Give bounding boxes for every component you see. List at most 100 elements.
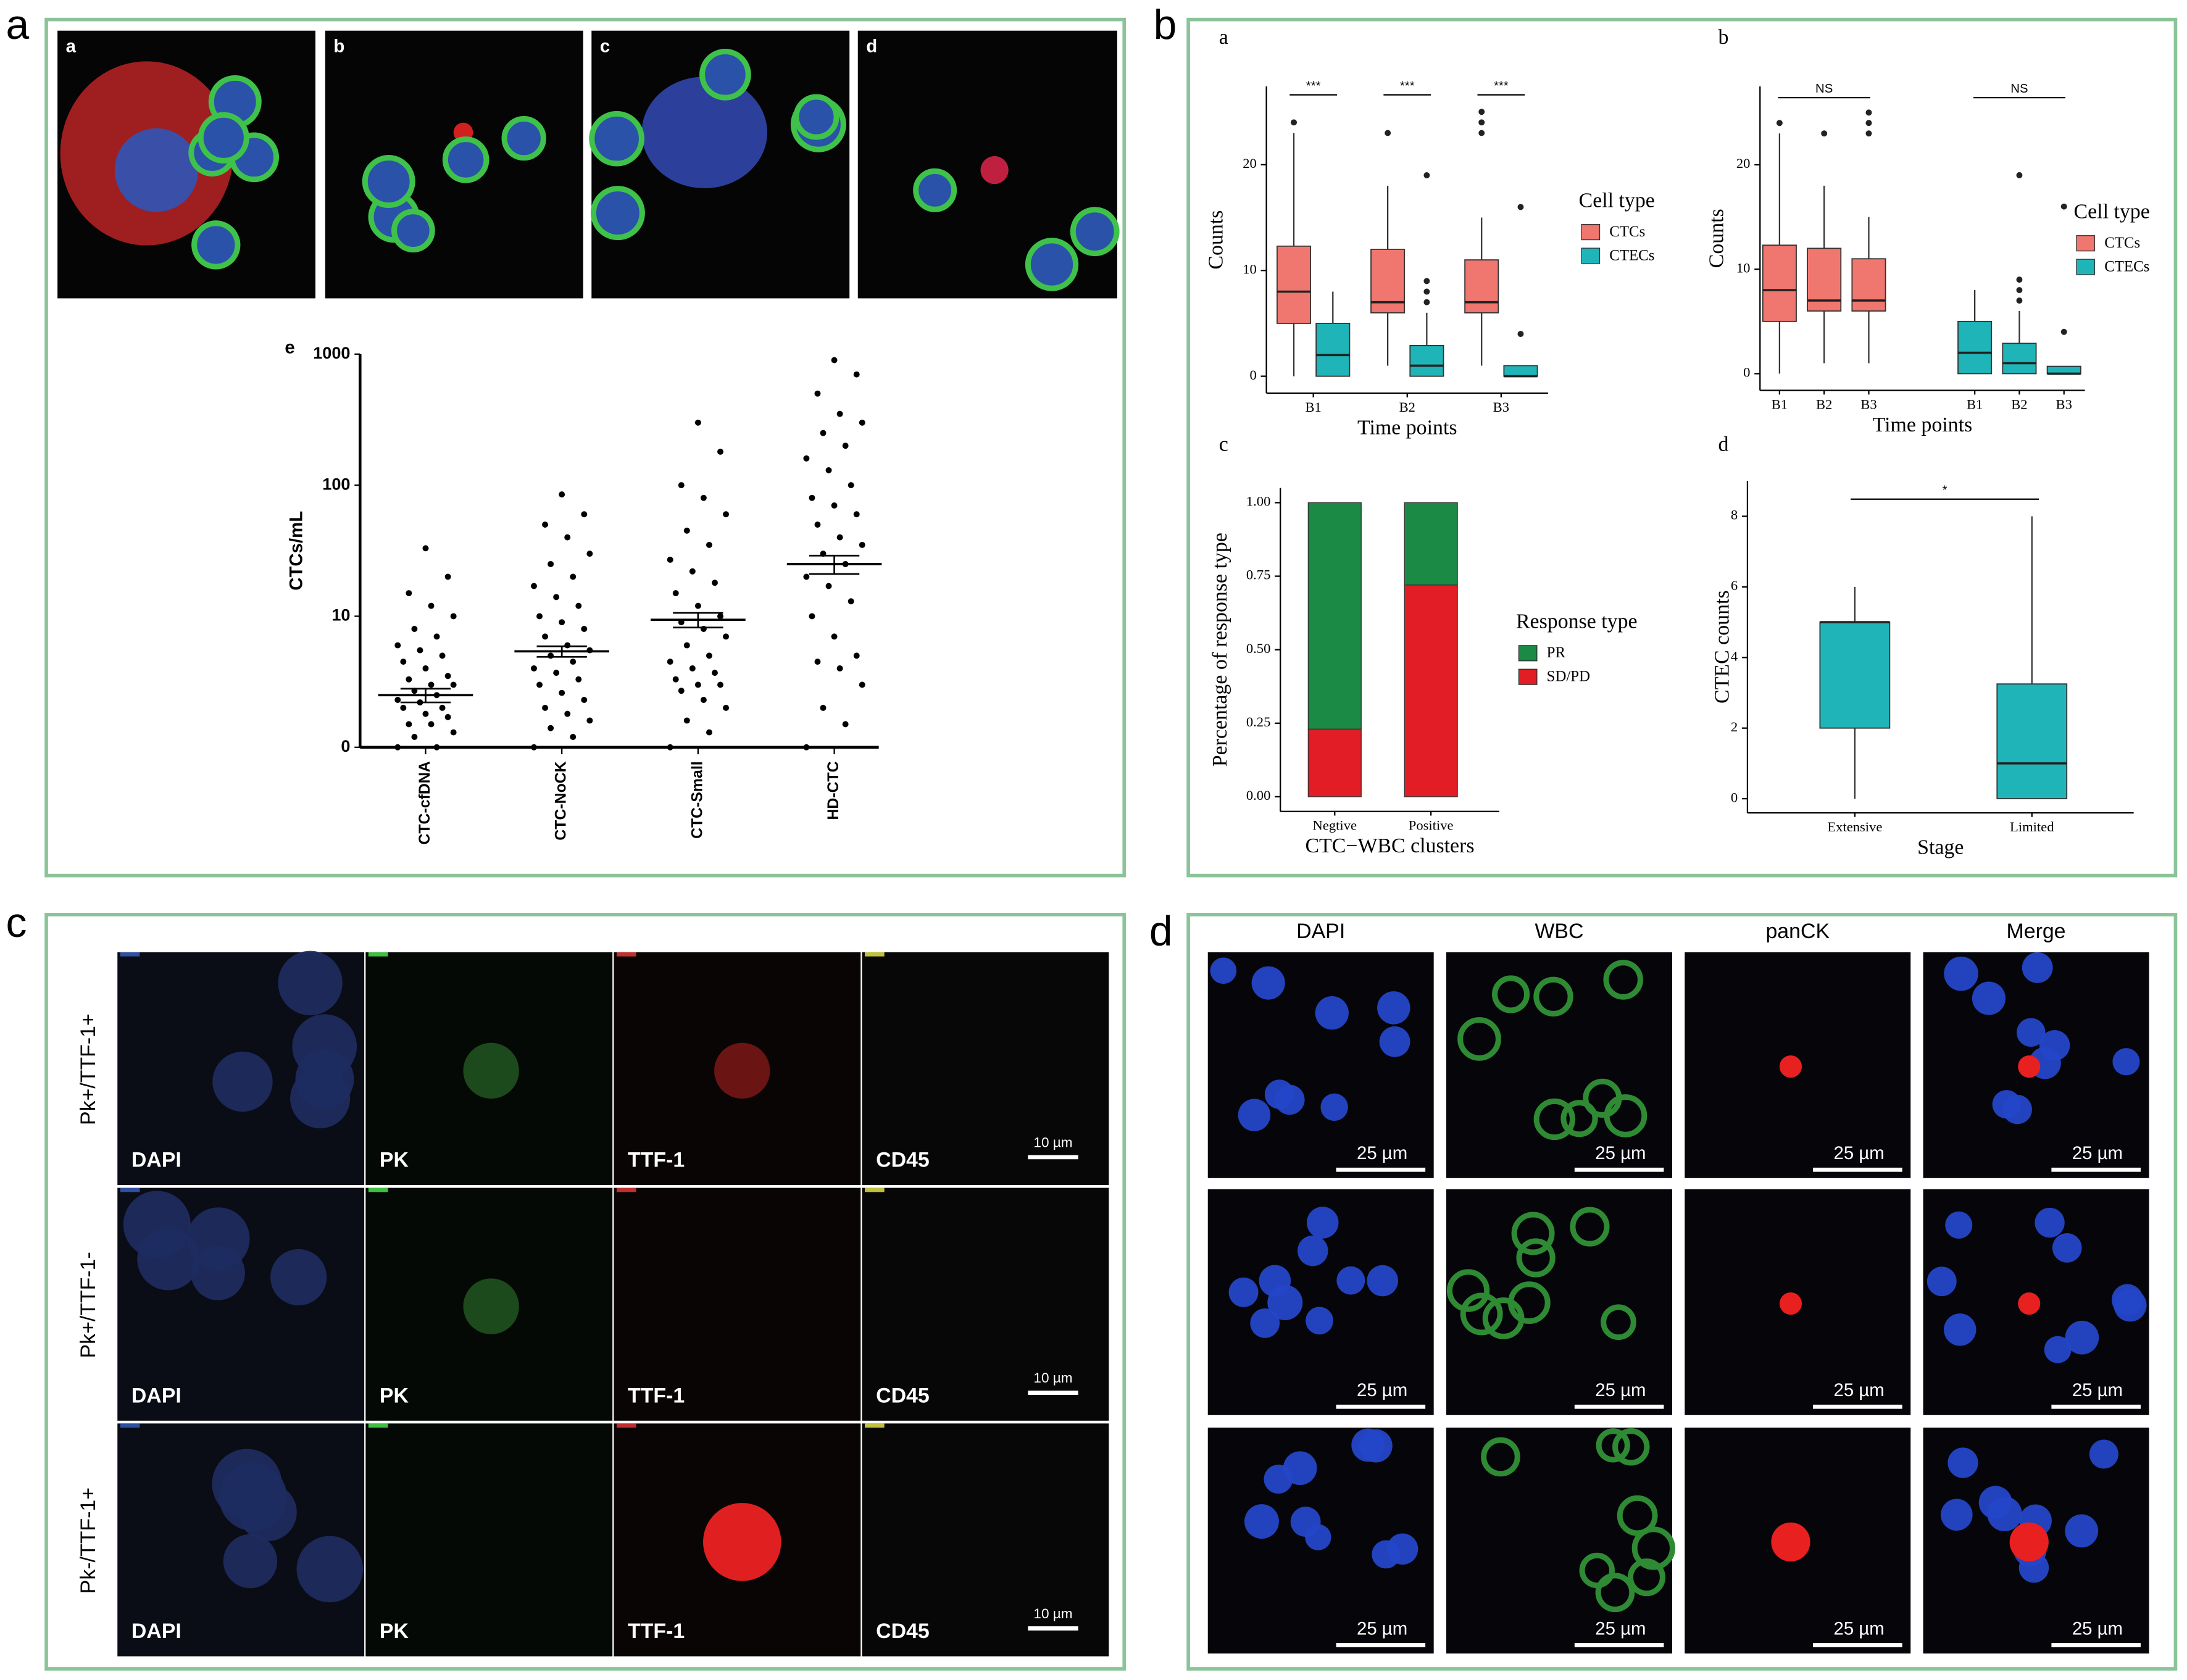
dot (694, 681, 701, 688)
cell (2112, 1284, 2143, 1316)
column-label: WBC (1535, 920, 1583, 943)
cell (980, 156, 1009, 185)
dot (831, 502, 838, 509)
dot (548, 725, 554, 731)
x-tick-label: B1 (1772, 397, 1788, 412)
dot (586, 717, 593, 724)
x-tick-label: Negtive (1313, 818, 1357, 833)
cell (290, 1068, 351, 1129)
cell (1992, 1090, 2021, 1119)
cell (1238, 1099, 1271, 1131)
channel-tag (120, 952, 140, 957)
dot (814, 390, 821, 397)
dot (717, 448, 723, 455)
dot (586, 551, 593, 557)
cell (2022, 952, 2053, 983)
outlier (1517, 331, 1524, 338)
cell (1306, 1307, 1333, 1335)
cell (391, 209, 435, 252)
cell (1305, 1524, 1331, 1550)
dot (394, 697, 401, 703)
dot (553, 594, 560, 601)
column-label: panCK (1765, 920, 1830, 943)
dot (700, 494, 707, 501)
cell (1972, 981, 2006, 1015)
dot (723, 704, 730, 711)
cell (501, 115, 546, 161)
bar-segment (1404, 502, 1458, 586)
cell (714, 1042, 770, 1099)
chart-label: b (1718, 26, 1728, 49)
channel-tag (865, 952, 885, 957)
x-tick-label: B2 (1816, 397, 1832, 412)
cell (1244, 1504, 1279, 1539)
cell (1570, 1207, 1610, 1247)
y-tick-label: 20 (1243, 156, 1257, 171)
cell (1367, 1265, 1399, 1297)
y-tick-label: 10 (1736, 260, 1751, 275)
y-tick-label: 10 (1243, 261, 1257, 277)
dot (848, 598, 854, 605)
dot (717, 681, 723, 688)
x-tick-label: B3 (2056, 397, 2072, 412)
cell (590, 186, 645, 241)
x-tick-label: B3 (1860, 397, 1877, 412)
significance-label: NS (1815, 82, 1833, 96)
x-axis-title: Stage (1917, 836, 1964, 859)
cell (442, 136, 489, 183)
dot (717, 613, 723, 620)
cell (1627, 1558, 1666, 1597)
cell (1533, 976, 1573, 1017)
dot (694, 419, 701, 426)
legend-label: CTECs (2104, 258, 2149, 275)
panel-letter: b (1154, 2, 1177, 48)
cell (1511, 1212, 1555, 1255)
cell (1601, 1304, 1636, 1341)
dot (542, 633, 549, 640)
cell (463, 1042, 519, 1099)
dot (667, 659, 673, 665)
legend-label: CTCs (1609, 223, 1645, 240)
dot (678, 688, 685, 694)
channel-label: CD45 (876, 1149, 930, 1172)
cell (1533, 1098, 1576, 1141)
y-tick-label: 0.25 (1246, 714, 1271, 730)
y-axis-title: Counts (1204, 210, 1227, 270)
outlier (2016, 297, 2023, 304)
cell (793, 94, 839, 140)
dot (836, 410, 843, 417)
scale-label: 25 µm (2072, 1143, 2123, 1163)
box (1819, 622, 1891, 729)
y-tick-label: 4 (1731, 648, 1738, 663)
dot (450, 613, 457, 620)
cell (1516, 1238, 1556, 1278)
dot (559, 491, 565, 498)
dot (400, 659, 407, 665)
dot (406, 721, 412, 728)
cell (1482, 1297, 1525, 1339)
dot (712, 670, 718, 676)
cell (2065, 1514, 2099, 1548)
dot (428, 602, 435, 609)
dot (689, 568, 696, 575)
cell (137, 1228, 200, 1291)
column-label: Merge (2007, 920, 2066, 943)
dot (712, 580, 718, 586)
cell (2089, 1439, 2118, 1469)
dot (411, 626, 418, 632)
legend-title: Response type (1516, 610, 1638, 633)
scale-label: 25 µm (1595, 1618, 1646, 1639)
panel-letter: c (6, 900, 27, 946)
dot (394, 642, 401, 649)
outlier (1478, 109, 1485, 115)
cell (1336, 1266, 1365, 1295)
cell (2065, 1320, 2099, 1355)
legend-swatch (1581, 247, 1601, 264)
cell (699, 49, 751, 101)
dot (689, 665, 696, 672)
dot (444, 573, 451, 580)
channel-tag (120, 1187, 140, 1192)
legend-label: SD/PD (1547, 668, 1590, 685)
dot (450, 729, 457, 736)
image-label: b (333, 36, 344, 57)
